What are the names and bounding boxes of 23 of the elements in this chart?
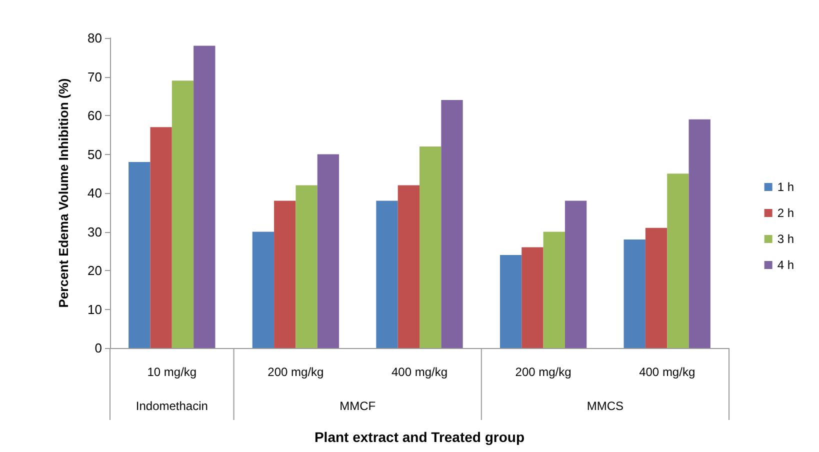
legend-label: 4 h xyxy=(777,258,794,272)
x-axis-title: Plant extract and Treated group xyxy=(314,429,525,445)
x-tick-label: 400 mg/kg xyxy=(639,365,696,379)
y-tick-label: 50 xyxy=(88,146,102,162)
legend-label: 2 h xyxy=(777,206,794,220)
x-tick-label: 200 mg/kg xyxy=(268,365,324,379)
y-tick-label: 70 xyxy=(88,69,102,84)
y-axis-title: Percent Edema Volume Inhibition (%) xyxy=(56,78,71,308)
y-tick-label: 10 xyxy=(88,302,102,317)
x-tick-label: 200 mg/kg xyxy=(515,365,572,379)
x-tick-label: 400 mg/kg xyxy=(391,365,448,379)
y-tick-label: 30 xyxy=(88,224,102,240)
y-tick-label: 40 xyxy=(88,186,102,200)
y-tick-label: 0 xyxy=(94,340,102,356)
text: Indomethacin xyxy=(136,399,208,413)
legend-label: 3 h xyxy=(777,232,794,246)
y-tick-label: 60 xyxy=(88,108,102,123)
text: MMCS xyxy=(586,399,624,413)
y-tick-label: 80 xyxy=(88,30,102,46)
x-tick-label: 10 mg/kg xyxy=(147,365,197,379)
y-tick-label: 20 xyxy=(88,263,102,278)
text: MMCF xyxy=(340,399,376,413)
legend-label: 1 h xyxy=(777,180,794,194)
